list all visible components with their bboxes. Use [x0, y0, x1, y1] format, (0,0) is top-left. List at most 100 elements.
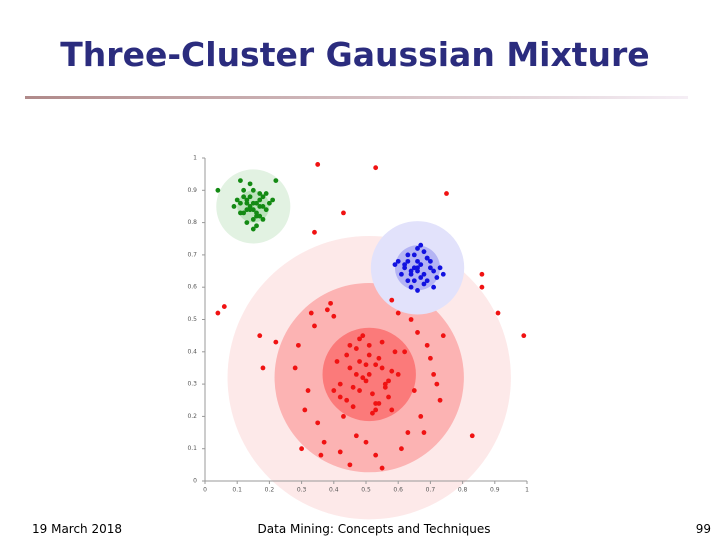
point — [424, 342, 430, 348]
point — [347, 342, 353, 348]
point — [312, 229, 317, 235]
y-tick-label: 0.5 — [187, 316, 197, 323]
point — [244, 197, 250, 203]
y-tick-label: 0.1 — [187, 445, 197, 452]
point — [360, 333, 366, 339]
point — [331, 313, 337, 319]
point — [347, 462, 353, 468]
x-tick-label: 1 — [525, 487, 529, 494]
point — [247, 181, 253, 187]
point — [421, 271, 427, 277]
footer-date: 19 March 2018 — [32, 522, 122, 536]
point — [373, 452, 379, 458]
point — [315, 420, 321, 426]
point — [402, 265, 408, 271]
point — [273, 178, 279, 184]
point — [341, 414, 346, 419]
x-tick-label: 0.5 — [361, 487, 371, 494]
point — [421, 249, 427, 255]
point — [215, 187, 221, 193]
point — [408, 284, 414, 290]
point — [431, 372, 437, 377]
point — [250, 200, 256, 206]
point — [408, 317, 414, 322]
point — [263, 191, 269, 196]
point — [382, 381, 388, 387]
point — [260, 365, 266, 371]
x-tick-label: 0.6 — [393, 487, 403, 494]
point — [357, 388, 362, 393]
point — [250, 187, 256, 193]
point — [328, 300, 333, 306]
x-tick-label: 0.2 — [265, 487, 275, 494]
point — [257, 204, 263, 209]
x-tick-label: 0.9 — [490, 487, 500, 494]
point — [254, 223, 259, 229]
y-tick-label: 0.2 — [187, 413, 197, 420]
x-tick-label: 0 — [203, 487, 207, 494]
point — [479, 284, 485, 290]
point — [379, 465, 385, 471]
point — [360, 375, 366, 381]
point — [440, 333, 446, 339]
y-tick-label: 0.7 — [187, 251, 197, 258]
point — [250, 226, 256, 232]
y-tick-label: 0.4 — [187, 348, 197, 355]
point — [405, 252, 411, 258]
point — [386, 394, 391, 400]
point — [411, 388, 417, 393]
point — [415, 246, 420, 251]
point — [373, 165, 379, 171]
point — [366, 352, 372, 358]
point — [341, 210, 346, 216]
point — [431, 268, 437, 274]
point — [257, 197, 263, 203]
y-tick-label: 0.6 — [187, 284, 197, 291]
point — [318, 452, 324, 458]
point — [418, 242, 424, 248]
point — [257, 213, 263, 219]
point — [273, 339, 279, 345]
point — [257, 333, 263, 339]
point — [415, 258, 420, 264]
point — [321, 439, 327, 445]
point — [379, 339, 385, 345]
y-tick-label: 0.9 — [187, 187, 197, 194]
point — [428, 258, 433, 264]
point — [241, 187, 247, 193]
point — [263, 207, 269, 213]
point — [440, 271, 446, 277]
point — [254, 210, 259, 216]
point — [215, 310, 221, 316]
point — [418, 414, 424, 419]
point — [389, 368, 395, 374]
x-tick-label: 0.1 — [232, 487, 242, 494]
point — [337, 394, 343, 400]
point — [373, 407, 379, 413]
point — [350, 384, 356, 390]
point — [415, 288, 420, 293]
point — [324, 307, 330, 313]
point — [395, 372, 401, 377]
point — [402, 349, 408, 355]
point — [353, 433, 359, 439]
point — [247, 207, 253, 213]
point — [366, 342, 372, 348]
point — [411, 252, 417, 258]
point — [302, 407, 308, 413]
point — [405, 430, 411, 435]
point — [363, 378, 369, 384]
point — [444, 191, 449, 196]
point — [392, 262, 398, 267]
point — [379, 365, 385, 371]
point — [415, 330, 420, 335]
y-tick-label: 0 — [193, 478, 197, 485]
point — [399, 446, 404, 452]
point — [363, 362, 369, 368]
point — [350, 404, 356, 410]
point — [238, 178, 243, 184]
title-rule — [25, 96, 688, 99]
x-tick-label: 0.7 — [426, 487, 436, 494]
point — [521, 333, 527, 339]
